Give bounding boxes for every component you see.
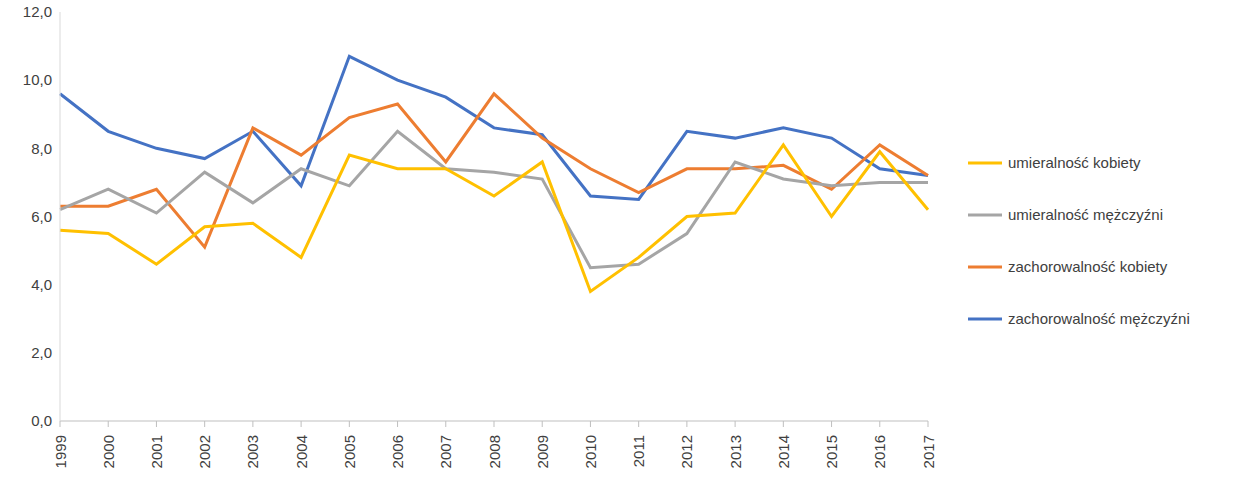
svg-text:2008: 2008 [486, 435, 503, 468]
svg-text:2007: 2007 [437, 435, 454, 468]
svg-text:0,0: 0,0 [31, 412, 52, 429]
svg-text:2005: 2005 [341, 435, 358, 468]
html-text:zachorowalność mężczyźni: zachorowalność mężczyźni [1008, 310, 1190, 327]
svg-text:8,0: 8,0 [31, 140, 52, 157]
svg-text:2010: 2010 [582, 435, 599, 468]
svg-text:2000: 2000 [100, 435, 117, 468]
svg-text:2004: 2004 [293, 435, 310, 468]
svg-text:2006: 2006 [389, 435, 406, 468]
html-text:zachorowalność kobiety: zachorowalność kobiety [1008, 258, 1168, 275]
svg-text:2014: 2014 [775, 435, 792, 468]
svg-text:1999: 1999 [52, 435, 69, 468]
html-text:umieralność mężczyźni: umieralność mężczyźni [1008, 206, 1163, 223]
svg-text:10,0: 10,0 [23, 71, 52, 88]
svg-text:4,0: 4,0 [31, 276, 52, 293]
svg-text:2012: 2012 [678, 435, 695, 468]
svg-text:2003: 2003 [244, 435, 261, 468]
svg-text:2001: 2001 [148, 435, 165, 468]
svg-text:2011: 2011 [630, 435, 647, 467]
svg-text:12,0: 12,0 [23, 3, 52, 20]
svg-text:2017: 2017 [920, 435, 937, 468]
svg-text:2015: 2015 [823, 435, 840, 468]
svg-text:2009: 2009 [534, 435, 551, 468]
html-text:umieralność kobiety: umieralność kobiety [1008, 154, 1141, 171]
svg-text:6,0: 6,0 [31, 208, 52, 225]
svg-text:2,0: 2,0 [31, 344, 52, 361]
svg-text:2016: 2016 [871, 435, 888, 468]
svg-text:2013: 2013 [727, 435, 744, 468]
svg-text:2002: 2002 [196, 435, 213, 468]
